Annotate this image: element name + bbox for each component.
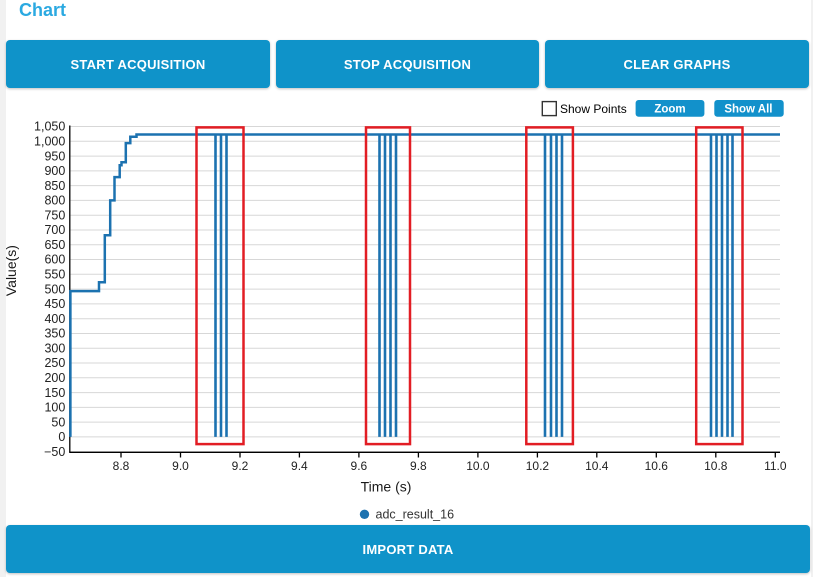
svg-text:9.0: 9.0	[172, 459, 189, 473]
svg-text:Show All: Show All	[724, 104, 772, 116]
svg-text:−50: −50	[44, 445, 65, 459]
svg-text:10.0: 10.0	[466, 459, 490, 473]
svg-text:0: 0	[58, 430, 65, 444]
svg-text:900: 900	[44, 164, 65, 178]
svg-text:500: 500	[44, 282, 65, 296]
svg-text:800: 800	[44, 194, 65, 208]
svg-text:11.0: 11.0	[764, 459, 787, 473]
svg-text:9.2: 9.2	[232, 459, 249, 473]
svg-text:600: 600	[44, 253, 65, 267]
svg-text:550: 550	[44, 268, 65, 282]
svg-text:950: 950	[44, 149, 65, 163]
svg-text:8.8: 8.8	[113, 459, 130, 473]
svg-text:1,000: 1,000	[34, 135, 65, 149]
svg-text:1,050: 1,050	[34, 120, 65, 134]
svg-text:adc_result_16: adc_result_16	[376, 508, 455, 522]
svg-text:700: 700	[44, 223, 65, 237]
svg-text:850: 850	[44, 179, 65, 193]
svg-text:400: 400	[44, 312, 65, 326]
svg-text:250: 250	[44, 356, 65, 370]
svg-text:50: 50	[51, 415, 65, 429]
svg-text:9.4: 9.4	[291, 459, 308, 473]
svg-text:Zoom: Zoom	[654, 104, 685, 116]
svg-text:650: 650	[44, 238, 65, 252]
svg-text:450: 450	[44, 297, 65, 311]
svg-text:350: 350	[44, 327, 65, 341]
svg-text:150: 150	[44, 386, 65, 400]
svg-text:9.6: 9.6	[351, 459, 368, 473]
svg-text:200: 200	[44, 371, 65, 385]
svg-text:10.8: 10.8	[704, 459, 728, 473]
svg-text:100: 100	[44, 401, 65, 415]
svg-text:10.4: 10.4	[585, 459, 609, 473]
svg-text:Value(s): Value(s)	[3, 245, 19, 296]
svg-text:300: 300	[44, 341, 65, 355]
svg-text:Show Points: Show Points	[560, 102, 627, 116]
svg-text:9.8: 9.8	[410, 459, 427, 473]
svg-text:Time (s): Time (s)	[361, 479, 412, 495]
svg-text:10.6: 10.6	[645, 459, 669, 473]
svg-text:10.2: 10.2	[526, 459, 550, 473]
svg-text:750: 750	[44, 208, 65, 222]
